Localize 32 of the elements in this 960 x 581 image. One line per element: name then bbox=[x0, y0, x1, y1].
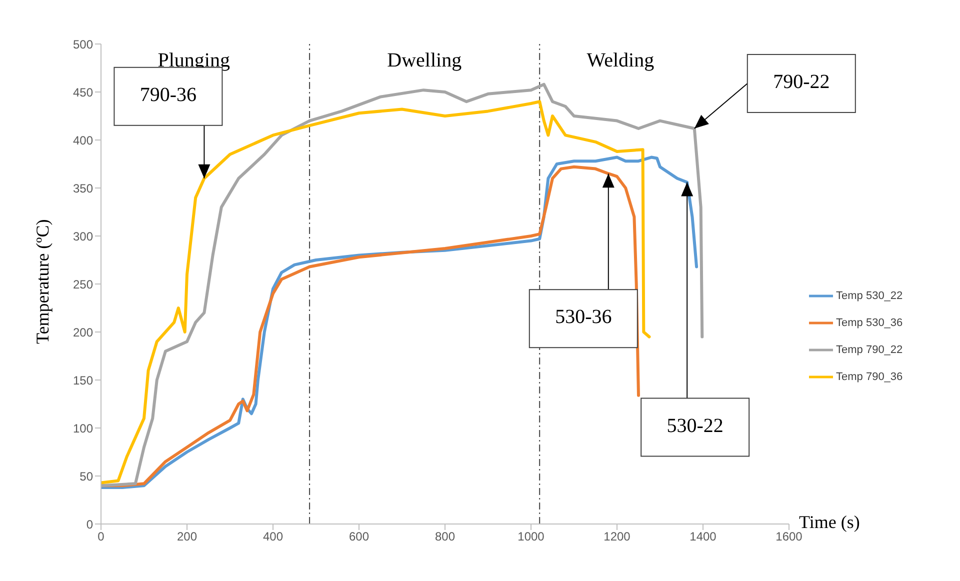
annotation: 530-36 bbox=[555, 306, 612, 328]
y-tick-label: 50 bbox=[80, 469, 94, 484]
y-tick-label: 450 bbox=[72, 85, 94, 100]
x-tick-label: 1000 bbox=[518, 530, 545, 544]
x-tick-label: 400 bbox=[262, 530, 284, 544]
annotation: 790-22 bbox=[773, 71, 830, 94]
y-tick-label: 400 bbox=[72, 133, 94, 148]
legend-label: Temp 530_22 bbox=[836, 290, 903, 302]
y-tick-label: 100 bbox=[72, 421, 94, 436]
annotation: Dwelling bbox=[387, 50, 462, 72]
x-tick-label: 800 bbox=[434, 530, 456, 544]
annotation: Welding bbox=[586, 50, 654, 72]
annotation: 790-36 bbox=[140, 84, 197, 106]
legend-label: Temp 790_22 bbox=[836, 344, 903, 356]
legend-label: Temp 530_36 bbox=[836, 316, 903, 329]
legend-label: Temp 790_36 bbox=[836, 370, 903, 383]
y-axis-title: Temperature (ºC) bbox=[32, 219, 52, 344]
y-tick-label: 0 bbox=[86, 517, 94, 532]
x-tick-label: 1600 bbox=[776, 530, 803, 544]
y-tick-label: 500 bbox=[72, 37, 94, 52]
y-tick-label: 200 bbox=[72, 325, 94, 340]
annotation: 530-22 bbox=[666, 414, 724, 437]
x-axis-title: Time (s) bbox=[799, 512, 860, 532]
y-tick-label: 300 bbox=[72, 229, 94, 244]
y-tick-label: 150 bbox=[72, 373, 94, 388]
y-tick-label: 350 bbox=[72, 181, 94, 196]
x-tick-label: 1200 bbox=[604, 530, 631, 544]
x-tick-label: 600 bbox=[348, 530, 370, 544]
x-tick-label: 0 bbox=[98, 530, 105, 544]
x-tick-label: 1400 bbox=[690, 530, 717, 544]
y-tick-label: 250 bbox=[72, 277, 94, 292]
x-tick-label: 200 bbox=[176, 530, 198, 544]
